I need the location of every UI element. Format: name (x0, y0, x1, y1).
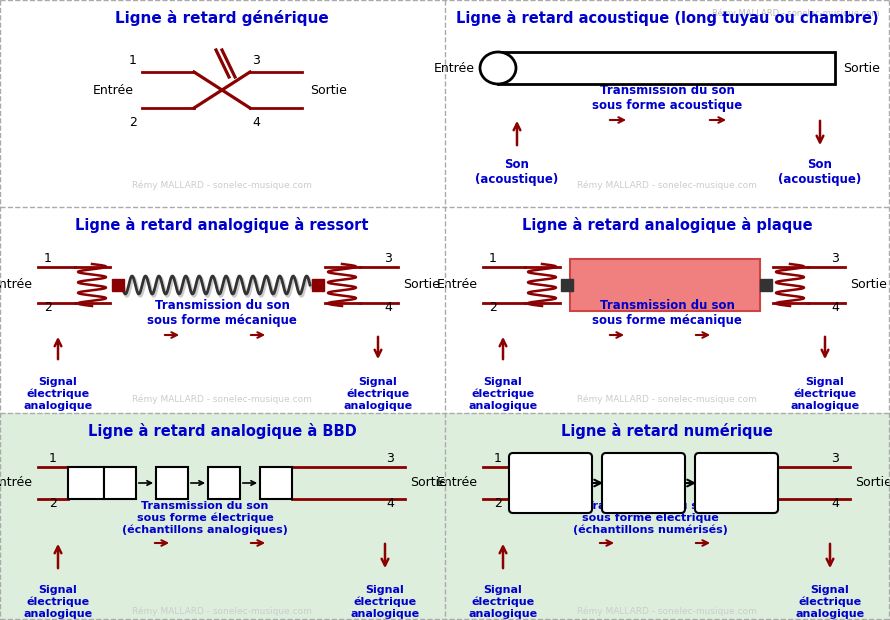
Bar (0, 207, 890, 413)
Text: Sortie: Sortie (410, 477, 447, 490)
Text: Signal
électrique
analogique: Signal électrique analogique (344, 377, 413, 411)
Text: Sortie: Sortie (855, 477, 890, 490)
Text: Ligne à retard analogique à BBD: Ligne à retard analogique à BBD (87, 423, 356, 439)
Ellipse shape (480, 52, 516, 84)
Text: T: T (273, 484, 279, 494)
Text: Signal
électrique
analogique: Signal électrique analogique (796, 585, 864, 619)
Bar (260, 467, 292, 499)
Bar (312, 279, 324, 291)
Text: 4: 4 (386, 497, 394, 510)
Text: Rémy MALLARD - sonelec-musique.com: Rémy MALLARD - sonelec-musique.com (713, 8, 880, 17)
Text: Rémy MALLARD - sonelec-musique.com: Rémy MALLARD - sonelec-musique.com (132, 180, 312, 190)
Text: Sortie: Sortie (310, 84, 347, 97)
Text: 3: 3 (384, 252, 392, 265)
Text: Rémy MALLARD - sonelec-musique.com: Rémy MALLARD - sonelec-musique.com (577, 394, 756, 404)
Text: Signal
électrique
analogique: Signal électrique analogique (468, 585, 538, 619)
Bar (561, 279, 573, 291)
Bar (760, 279, 772, 291)
Text: CAN: CAN (534, 476, 566, 490)
Text: 4: 4 (384, 301, 392, 314)
Text: 1: 1 (490, 252, 497, 265)
Text: 4: 4 (831, 301, 839, 314)
Text: T: T (169, 484, 175, 494)
Text: Entrée: Entrée (0, 477, 33, 490)
Text: 2: 2 (44, 301, 52, 314)
Text: 2: 2 (490, 301, 497, 314)
Bar (498, 52, 835, 84)
Text: Transmission du son
sous forme électrique
(échantillons numérisés): Transmission du son sous forme électriqu… (572, 500, 727, 535)
Text: Son
(acoustique): Son (acoustique) (475, 158, 559, 186)
Text: 3: 3 (831, 452, 839, 465)
Text: Sortie: Sortie (403, 278, 440, 291)
Text: CNA: CNA (720, 476, 752, 490)
Text: 3: 3 (831, 252, 839, 265)
Text: Entrée: Entrée (93, 84, 134, 97)
Bar (68, 467, 104, 499)
Text: T: T (117, 484, 123, 494)
Text: Entrée: Entrée (434, 61, 475, 74)
Text: Sortie: Sortie (850, 278, 886, 291)
Text: 1: 1 (129, 54, 137, 67)
Text: 2: 2 (494, 497, 502, 510)
Text: Ligne à retard analogique à ressort: Ligne à retard analogique à ressort (76, 217, 368, 233)
Bar (0, 413, 890, 620)
Text: 1: 1 (494, 452, 502, 465)
Bar (570, 259, 760, 311)
Bar (0, 0, 890, 207)
Text: 3: 3 (252, 54, 260, 67)
Text: Signal
électrique
analogique: Signal électrique analogique (468, 377, 538, 411)
Bar (208, 467, 240, 499)
FancyBboxPatch shape (509, 453, 592, 513)
Text: 1: 1 (221, 474, 227, 484)
Text: Ligne à retard numérique: Ligne à retard numérique (561, 423, 773, 439)
Text: Sortie: Sortie (843, 61, 880, 74)
Text: 3: 3 (386, 452, 394, 465)
Text: MEM: MEM (625, 476, 661, 490)
Text: Signal
électrique
analogique: Signal électrique analogique (23, 377, 93, 411)
Text: Entrée: Entrée (437, 477, 478, 490)
Text: Signal
électrique
analogique: Signal électrique analogique (351, 585, 419, 619)
Text: Signal
électrique
analogique: Signal électrique analogique (23, 585, 93, 619)
Text: Rémy MALLARD - sonelec-musique.com: Rémy MALLARD - sonelec-musique.com (577, 180, 756, 190)
Bar (104, 467, 136, 499)
Text: Rémy MALLARD - sonelec-musique.com: Rémy MALLARD - sonelec-musique.com (577, 606, 756, 616)
Text: Entrée: Entrée (0, 278, 33, 291)
Text: Son
(acoustique): Son (acoustique) (779, 158, 862, 186)
Text: Rémy MALLARD - sonelec-musique.com: Rémy MALLARD - sonelec-musique.com (132, 606, 312, 616)
Text: T: T (221, 484, 227, 494)
Text: 1: 1 (49, 452, 57, 465)
Text: 1: 1 (117, 474, 123, 484)
Text: Signal
électrique
analogique: Signal électrique analogique (790, 377, 860, 411)
FancyBboxPatch shape (695, 453, 778, 513)
Bar (112, 279, 124, 291)
Text: Ligne à retard acoustique (long tuyau ou chambre): Ligne à retard acoustique (long tuyau ou… (456, 10, 878, 26)
Text: Transmission du son
sous forme électrique
(échantillons analogiques): Transmission du son sous forme électriqu… (122, 500, 288, 535)
Text: Ligne à retard analogique à plaque: Ligne à retard analogique à plaque (522, 217, 813, 233)
Text: 2: 2 (49, 497, 57, 510)
Text: Ligne à retard générique: Ligne à retard générique (115, 10, 329, 26)
Bar (156, 467, 188, 499)
Text: 2: 2 (129, 116, 137, 129)
Text: 1: 1 (44, 252, 52, 265)
Text: Entrée: Entrée (437, 278, 478, 291)
FancyBboxPatch shape (602, 453, 685, 513)
Text: Transmission du son
sous forme mécanique: Transmission du son sous forme mécanique (592, 299, 742, 327)
Text: 1: 1 (169, 474, 175, 484)
Text: 1: 1 (273, 474, 279, 484)
Text: 4: 4 (252, 116, 260, 129)
Text: Transmission du son
sous forme mécanique: Transmission du son sous forme mécanique (147, 299, 297, 327)
Text: Rémy MALLARD - sonelec-musique.com: Rémy MALLARD - sonelec-musique.com (132, 394, 312, 404)
Text: Transmission du son
sous forme acoustique: Transmission du son sous forme acoustiqu… (592, 84, 742, 112)
Text: 4: 4 (831, 497, 839, 510)
